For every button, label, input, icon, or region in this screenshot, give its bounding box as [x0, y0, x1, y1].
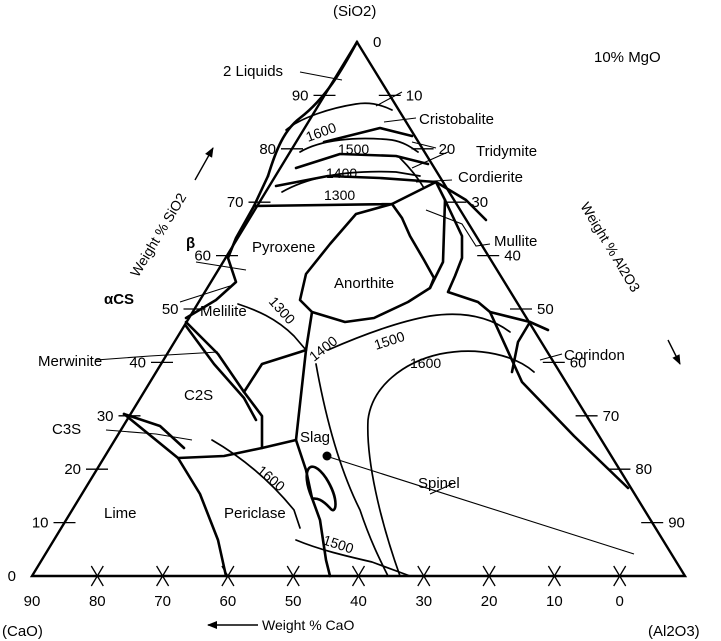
left-tick-label: 40 [129, 354, 146, 371]
bottom-tick-label: 30 [415, 593, 432, 610]
phase-label-pyroxene: Pyroxene [252, 239, 315, 256]
right-tick-label: 30 [471, 194, 488, 211]
isotherm-label-1600-mid: 1600 [410, 355, 441, 371]
phase-label-alpha-cs: αCS [104, 291, 134, 308]
bottom-tick-label: 70 [154, 593, 171, 610]
bottom-tick-label: 80 [89, 593, 106, 610]
bottom-tick-label: 60 [220, 593, 237, 610]
left-tick-label: 60 [194, 248, 211, 265]
apex-top-label: (SiO2) [333, 3, 376, 20]
bottom-tick-mark [613, 565, 627, 587]
right-tick-label: 20 [439, 141, 456, 158]
isotherm-label-1500-lower: 1500 [321, 532, 356, 557]
apex-right-label: (Al2O3) [648, 623, 700, 640]
phase-label-spinel: Spinel [418, 475, 460, 492]
isotherm-label-1500-mid: 1500 [372, 328, 407, 353]
right-tick-label: 40 [504, 248, 521, 265]
phase-label-c3s: C3S [52, 421, 81, 438]
axis-arrow-al2o3 [667, 339, 681, 365]
bottom-tick-mark [221, 565, 235, 587]
left-tick-label: 80 [259, 141, 276, 158]
phase-label-cristobalite: Cristobalite [419, 111, 494, 128]
isotherm-label-1300-upper: 1300 [324, 187, 355, 203]
bottom-tick-mark [286, 565, 300, 587]
isotherm-lines [211, 102, 535, 577]
phase-label-periclase: Periclase [224, 505, 286, 522]
bottom-tick-label: 90 [24, 593, 41, 610]
left-tick-label: 70 [227, 194, 244, 211]
phase-boundaries [122, 40, 630, 578]
phase-label-tridymite: Tridymite [476, 143, 537, 160]
right-tick-label: 0 [373, 34, 381, 51]
phase-label-beta: β [186, 235, 195, 252]
left-tick-label: 30 [97, 408, 114, 425]
bottom-tick-mark [90, 565, 104, 587]
bottom-tick-mark [417, 565, 431, 587]
phase-label-anorthite: Anorthite [334, 275, 394, 292]
right-tick-label: 10 [406, 87, 423, 104]
slag-point-label: Slag [300, 429, 330, 446]
phase-label-2-liquids: 2 Liquids [223, 63, 283, 80]
isotherm-label-1300-mid: 1300 [266, 293, 299, 327]
bottom-tick-label: 40 [350, 593, 367, 610]
bottom-tick-mark [156, 565, 170, 587]
left-tick-label: 50 [162, 301, 179, 318]
bottom-tick-label: 10 [546, 593, 563, 610]
right-tick-label: 90 [668, 515, 685, 532]
left-tick-label: 20 [64, 461, 81, 478]
axis-label-al2o3: Weight % Al2O3 [577, 199, 643, 295]
bottom-tick-label: 50 [285, 593, 302, 610]
axis-label-sio2: Weight % SiO2 [127, 190, 190, 280]
slag-point-marker [322, 451, 332, 461]
left-tick-label: 10 [32, 515, 49, 532]
phase-label-melilite: Melilite [200, 303, 247, 320]
composition-note: 10% MgO [594, 49, 661, 66]
bottom-tick-mark [351, 565, 366, 587]
left-tick-label: 90 [292, 87, 309, 104]
phase-label-merwinite: Merwinite [38, 353, 102, 370]
phase-label-c2s: C2S [184, 387, 213, 404]
left-tick-label: 0 [8, 568, 16, 585]
isotherm-label-1500-upper: 1500 [338, 141, 369, 157]
axis-ticks: 0 10 20 30 40 50 60 70 80 90 0 10 20 30 40 50 60 70 80 90 90… [8, 34, 685, 610]
apex-left-label: (CaO) [2, 623, 43, 640]
phase-label-mullite: Mullite [494, 233, 537, 250]
phase-label-lime: Lime [104, 505, 137, 522]
phase-label-cordierite: Cordierite [458, 169, 523, 186]
bottom-tick-label: 20 [481, 593, 498, 610]
leader-lines [95, 71, 635, 555]
bottom-tick-mark [482, 565, 496, 587]
right-tick-label: 50 [537, 301, 554, 318]
axis-arrow-sio2 [194, 147, 214, 181]
bottom-tick-label: 0 [616, 593, 624, 610]
right-tick-label: 60 [570, 354, 587, 371]
isotherm-label-1400-mid: 1400 [306, 332, 341, 364]
isotherm-label-1600-lower: 1600 [254, 462, 288, 494]
axis-label-cao: Weight % CaO [262, 617, 354, 633]
right-tick-label: 80 [635, 461, 652, 478]
right-tick-label: 70 [603, 408, 620, 425]
ternary-triangle [29, 39, 688, 578]
isotherm-label-1400-upper: 1400 [326, 165, 357, 181]
phase-label-corindon: Corindon [564, 347, 625, 364]
bottom-tick-mark [547, 565, 561, 587]
